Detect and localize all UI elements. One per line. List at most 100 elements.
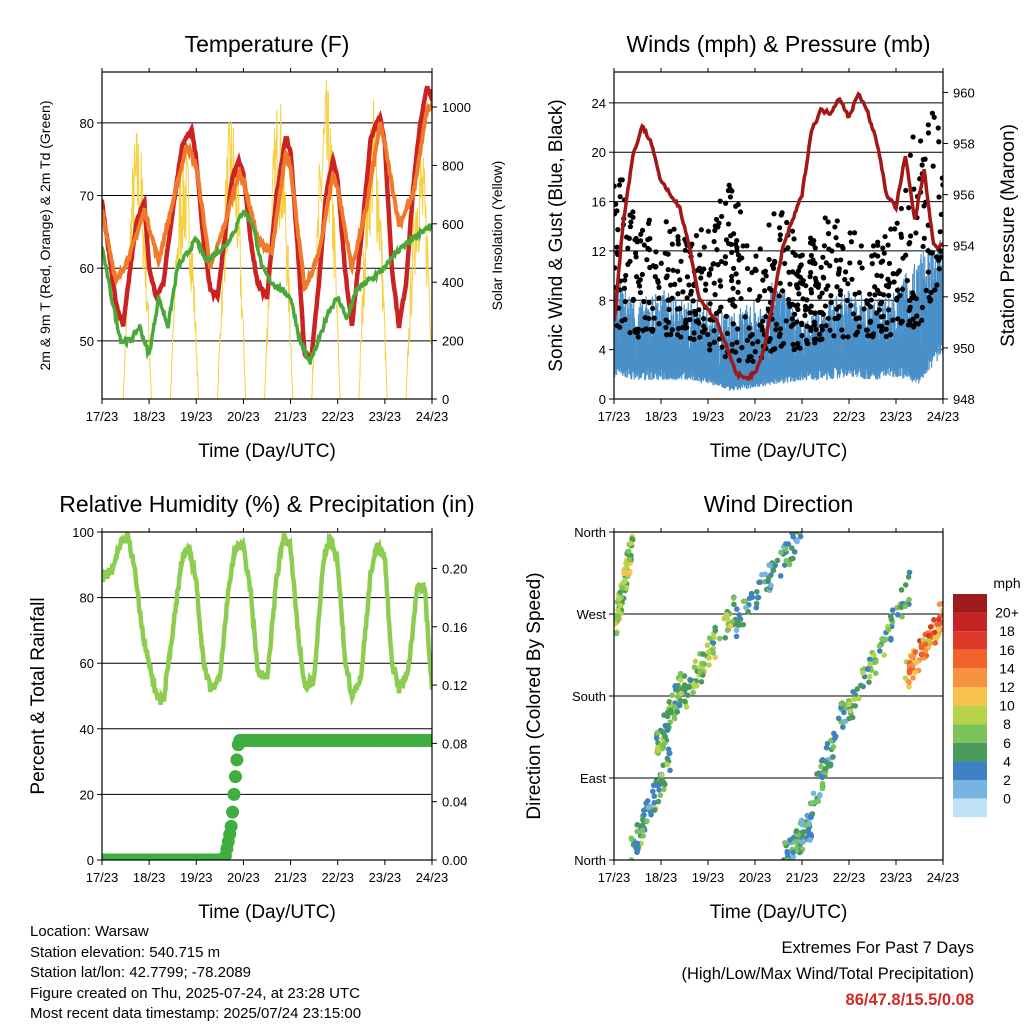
plot-area [614, 91, 943, 391]
gust-point [938, 211, 943, 218]
gust-point [799, 252, 805, 258]
direction-point [627, 540, 634, 547]
direction-point [691, 664, 698, 671]
direction-point [687, 677, 694, 684]
gust-point [680, 289, 686, 295]
y2-tick-label: 0.16 [442, 620, 467, 635]
direction-point [625, 548, 632, 555]
direction-point [736, 612, 743, 618]
gust-point [938, 248, 943, 254]
y-tick-label: 50 [80, 334, 94, 349]
gust-point [790, 341, 796, 348]
direction-point [889, 607, 896, 614]
figure-created: Figure created on Thu, 2025-07-24, at 23… [30, 984, 360, 1002]
y2-tick-label: 950 [953, 341, 975, 356]
y-axis-label: 2m & 9m T (Red, Orange) & 2m Td (Green) [37, 101, 53, 371]
gust-point [930, 163, 936, 169]
colorbar-label: 8 [1003, 716, 1011, 732]
gust-point [823, 260, 829, 266]
gust-point [625, 261, 631, 267]
gust-point [669, 241, 675, 247]
gust-point [837, 292, 843, 298]
gust-point [665, 267, 671, 273]
gust-point [850, 311, 857, 317]
direction-point [658, 777, 665, 783]
gust-point [834, 284, 840, 290]
gust-point [702, 287, 709, 293]
gust-point [842, 276, 848, 283]
gust-point [630, 214, 636, 220]
gust-point [861, 306, 867, 312]
direction-point [661, 740, 668, 747]
direction-point [623, 560, 629, 567]
gust-point [762, 288, 768, 294]
direction-point [931, 629, 938, 636]
y2-tick-label: 400 [442, 275, 464, 290]
direction-point [864, 666, 871, 672]
direction-point [860, 670, 866, 676]
direction-point [910, 675, 916, 681]
gust-point [835, 242, 841, 248]
y2-tick-label: 0.20 [442, 561, 467, 576]
gust-point [734, 248, 740, 254]
gust-point [925, 122, 931, 128]
gust-point [744, 337, 751, 343]
gust-point [672, 281, 678, 287]
gust-point [722, 254, 728, 260]
gust-point [760, 318, 766, 324]
gust-point [705, 331, 711, 338]
direction-point [753, 600, 760, 607]
direction-point [614, 616, 621, 623]
gust-point [639, 227, 646, 233]
gust-point [936, 139, 942, 145]
direction-point [634, 822, 641, 828]
gust-point [937, 229, 943, 235]
gust-point [730, 321, 736, 327]
extremes-title: Extremes For Past 7 Days [781, 939, 974, 957]
gust-point [748, 354, 754, 360]
x-tick-label: 22/23 [833, 409, 866, 424]
gust-point [745, 358, 751, 364]
direction-point [932, 640, 939, 646]
gust-point [891, 279, 897, 285]
gust-point [907, 233, 914, 239]
gust-point [888, 226, 894, 232]
x-tick-label: 20/23 [227, 870, 260, 885]
gust-point [907, 152, 914, 158]
direction-point [724, 627, 731, 633]
gust-point [886, 292, 892, 299]
gust-point [711, 238, 717, 245]
gust-point [840, 334, 846, 340]
gust-point [639, 271, 645, 278]
gust-point [737, 209, 744, 215]
y2-axis-label: Solar Insolation (Yellow) [489, 161, 505, 311]
gust-point [792, 311, 798, 317]
direction-point [712, 654, 718, 661]
direction-point [808, 800, 814, 807]
gust-point [617, 194, 623, 200]
gust-point [870, 334, 876, 340]
gust-point [614, 244, 620, 250]
gust-point [808, 309, 814, 315]
gust-point [790, 321, 796, 327]
gust-point [899, 286, 906, 292]
gust-point [723, 313, 729, 319]
gust-point [935, 125, 941, 131]
direction-point [658, 772, 665, 779]
gust-point [813, 282, 819, 288]
gust-point [827, 327, 833, 333]
gust-point [678, 258, 684, 264]
gust-point [884, 320, 890, 326]
gust-point [735, 326, 741, 332]
station-location: Location: Warsaw [30, 923, 149, 940]
direction-point [790, 853, 797, 860]
precip-point [226, 805, 240, 819]
direction-point [885, 626, 892, 633]
direction-point [940, 607, 943, 614]
direction-point [857, 682, 864, 689]
gust-point [827, 263, 833, 269]
series-2m-td [102, 205, 432, 364]
gust-point [682, 325, 689, 331]
gust-point [757, 246, 763, 252]
direction-point [936, 621, 943, 628]
